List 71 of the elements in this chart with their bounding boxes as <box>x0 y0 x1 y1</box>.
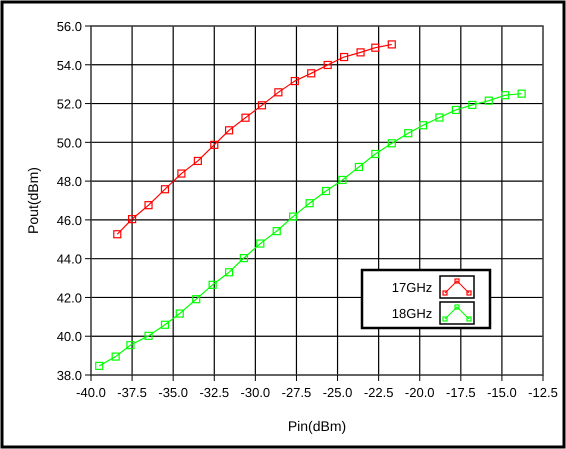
point <box>177 169 186 178</box>
point <box>306 199 314 208</box>
point <box>518 90 526 98</box>
point <box>256 239 264 248</box>
point <box>452 106 460 114</box>
point <box>194 156 202 166</box>
point <box>371 44 380 52</box>
point <box>210 140 218 149</box>
point <box>240 254 248 262</box>
point <box>272 227 281 236</box>
y-tick-label: 46.0 <box>56 212 82 228</box>
x-tick-label: -22.5 <box>364 385 394 400</box>
x-tick-label: -35.0 <box>158 385 188 400</box>
point <box>224 126 234 134</box>
point <box>388 40 396 49</box>
point <box>340 52 348 62</box>
x-tick-label: -37.5 <box>117 385 147 400</box>
point <box>126 341 135 350</box>
point <box>112 352 120 361</box>
x-tick-label: -32.5 <box>199 385 230 400</box>
point <box>307 69 316 78</box>
y-tick-label: 38.0 <box>56 368 82 383</box>
point <box>113 230 122 238</box>
point <box>468 100 476 110</box>
point <box>322 186 330 196</box>
x-tick-label: -20.0 <box>404 385 435 400</box>
point <box>338 176 347 184</box>
point <box>501 91 510 100</box>
y-tick-label: 48.0 <box>56 174 82 190</box>
point <box>144 201 153 210</box>
point <box>128 215 136 224</box>
x-tick-label: -27.5 <box>282 385 312 400</box>
y-tick-label: 40.0 <box>56 329 82 344</box>
x-tick-label: -17.5 <box>446 385 476 400</box>
point <box>354 162 364 172</box>
point <box>274 88 282 96</box>
legend-label: 17GHz <box>392 280 432 295</box>
point <box>176 309 184 318</box>
x-tick-label: -40.0 <box>76 385 106 400</box>
point <box>388 139 396 148</box>
point <box>418 121 428 130</box>
x-tick-label: -12.5 <box>528 385 558 400</box>
y-tick-label: 56.0 <box>56 19 82 34</box>
point <box>356 48 365 56</box>
y-tick-label: 54.0 <box>56 58 82 73</box>
y-tick-label: 42.0 <box>56 290 82 306</box>
point <box>290 76 299 86</box>
x-tick-label: -15.0 <box>487 385 517 400</box>
point <box>208 280 217 289</box>
y-tick-label: 44.0 <box>56 252 82 267</box>
point <box>160 320 170 329</box>
point <box>241 114 250 122</box>
point <box>160 185 170 194</box>
y-tick-label: 50.0 <box>56 135 82 150</box>
point <box>371 150 380 158</box>
x-tick-label: -30.0 <box>240 385 270 400</box>
y-axis-title: Pout(dBm) <box>25 167 41 234</box>
point <box>144 332 153 340</box>
y-tick-label: 52.0 <box>56 96 82 112</box>
legend-label: 18GHz <box>392 306 432 321</box>
x-axis-title: Pin(dBm) <box>288 418 346 434</box>
point <box>404 129 412 138</box>
point <box>289 212 298 221</box>
point <box>435 113 444 122</box>
point <box>192 295 200 304</box>
point <box>324 60 332 70</box>
x-tick-label: -25.0 <box>322 385 352 400</box>
point <box>95 362 104 370</box>
point <box>484 96 493 105</box>
point <box>258 101 266 110</box>
point <box>224 268 234 276</box>
